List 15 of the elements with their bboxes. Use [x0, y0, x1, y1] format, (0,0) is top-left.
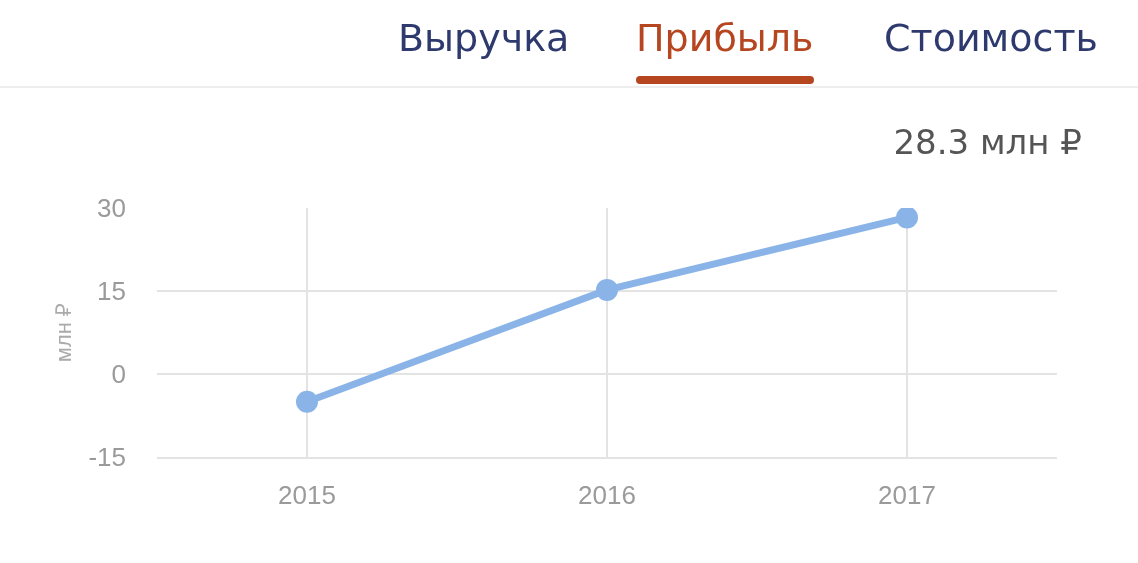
- x-tick-label: 2016: [578, 480, 636, 511]
- y-tick-label: -15: [88, 442, 126, 473]
- text: Прибыль: [636, 16, 814, 60]
- y-tick-label: 30: [97, 193, 126, 224]
- text: Выручка: [398, 16, 570, 60]
- x-tick-label: 2017: [878, 480, 936, 511]
- text: 28.3 млн ₽: [893, 122, 1082, 162]
- y-axis-title: млн ₽: [51, 302, 77, 363]
- point: [596, 278, 618, 301]
- text: Стоимость: [884, 16, 1098, 60]
- x-tick-label: 2015: [278, 480, 336, 511]
- point: [896, 208, 918, 229]
- y-tick-label: 15: [97, 276, 126, 307]
- point: [296, 390, 318, 413]
- y-tick-label: 0: [111, 359, 126, 390]
